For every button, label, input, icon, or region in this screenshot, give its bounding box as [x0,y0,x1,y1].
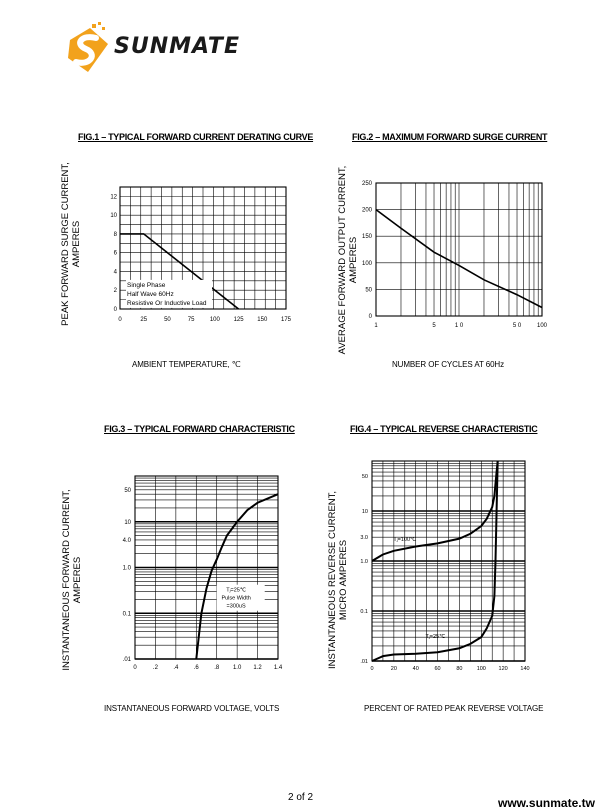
x-tick-label: 80 [456,666,462,670]
y-tick-label: 4.0 [123,538,132,544]
y-tick-label: 250 [362,181,373,187]
y-tick-label: 10 [124,520,131,526]
x-tick-label: 5 [432,323,436,329]
y-tick-label: 6 [114,251,118,257]
x-tick-label: 25 [140,317,147,323]
page-number: 2 of 2 [288,792,314,803]
company-logo: SUNMATE [62,22,262,82]
x-tick-label: 1.2 [253,665,262,670]
y-tick-label: .01 [123,657,132,663]
x-tick-label: 60 [435,666,441,670]
x-tick-label: 5 0 [513,323,522,329]
x-tick-label: .6 [194,665,200,670]
x-tick-label: 1 [374,323,378,329]
x-tick-label: 100 [477,666,486,670]
plot-frame [375,182,543,317]
x-tick-label: 150 [257,317,268,323]
y-tick-label: 50 [362,474,368,480]
y-tick-label: 4 [114,269,118,275]
x-tick-label: 100 [537,323,548,329]
x-tick-label: 50 [164,317,171,323]
y-tick-label: 0 [114,307,118,313]
x-tick-label: 125 [234,317,245,323]
x-tick-label: 0 [133,665,137,670]
y-tick-label: .01 [360,659,368,665]
y-tick-label: 50 [124,488,131,494]
y-tick-label: 0 [369,314,373,320]
y-tick-label: 0.1 [123,611,132,617]
y-tick-label: 8 [114,232,118,238]
plot-frame [134,475,279,660]
annotation-text: Resistive Or Inductive Load [127,300,207,307]
annotation-text: Tⱼ=25℃ [226,588,247,594]
fig3-ylabel: INSTANTANEOUS FORWARD CURRENT, AMPERES [61,489,83,671]
series-line [375,208,543,309]
fig3-xlabel: INSTANTANEOUS FORWARD VOLTAGE, VOLTS [104,704,280,713]
y-tick-label: 1.0 [360,559,368,565]
fig4-chart: 0 20 40 60 80 100 120 140 .01 0.1 1.0 3.0 10 50 Tⱼ=100… [360,460,530,670]
x-tick-label: 75 [188,317,195,323]
fig1-chart: 0 25 50 75 100 125 150 175 0 2 4 6 8 10 12 Single Phase… [110,186,292,323]
x-tick-label: 100 [210,317,221,323]
series-line [371,460,499,562]
y-tick-label: 3.0 [360,535,368,541]
annotation-text: Pulse Width [221,596,250,602]
y-tick-label: 10 [110,213,117,219]
x-tick-label: 175 [281,317,292,323]
series-line [195,493,279,660]
series-line [371,460,499,662]
x-tick-label: 1.4 [274,665,283,670]
fig1-title: FIG.1 – TYPICAL FORWARD CURRENT DERATING… [78,132,314,142]
x-tick-label: .2 [153,665,159,670]
y-tick-label: 2 [114,288,118,294]
x-tick-label: 0 [370,666,373,670]
logo-icon [68,22,108,72]
annotation-bg [216,584,265,611]
y-tick-label: 50 [365,287,372,293]
fig4-xlabel: PERCENT OF RATED PEAK REVERSE VOLTAGE [364,704,544,713]
x-tick-label: 120 [499,666,508,670]
fig1-xlabel: AMBIENT TEMPERATURE, ℃ [132,360,241,369]
y-tick-label: 200 [362,208,373,214]
fig4-title: FIG.4 – TYPICAL REVERSE CHARACTERISTIC [350,424,538,434]
y-tick-label: 0.1 [360,609,368,615]
y-tick-label: 1.0 [123,566,132,572]
y-tick-label: 12 [110,194,117,200]
fig3-title: FIG.3 – TYPICAL FORWARD CHARACTERISTIC [104,424,295,434]
y-tick-label: 150 [362,234,373,240]
annotation-text: Single Phase [127,282,166,289]
fig4-ylabel: INSTANTANEOUS REVERSE CURRENT, MICRO AMPE… [327,490,349,670]
fig3-chart: 0 .2 .4 .6 .8 1.0 1.2 1.4 .01 0.1 1.0 4.0 10 50 Tⱼ=25℃… [123,475,283,670]
x-tick-label: .8 [214,665,220,670]
x-tick-label: 140 [520,666,529,670]
x-tick-label: 20 [391,666,397,670]
plot-frame [119,186,287,310]
series-label: Tⱼ=100℃ [393,537,417,543]
annotation-text: Half Wave 60Hz [127,291,174,298]
fig2-xlabel: NUMBER OF CYCLES AT 60Hz [392,360,504,369]
x-tick-label: 1.0 [233,665,242,670]
x-tick-label: .4 [173,665,179,670]
fig2-title: FIG.2 – MAXIMUM FORWARD SURGE CURRENT [352,132,548,142]
x-tick-label: 40 [413,666,419,670]
fig1-ylabel: PEAK FORWARD SURGE CURRENT, AMPERES [60,162,82,326]
y-tick-label: 10 [362,509,368,515]
y-tick-label: 100 [362,261,373,267]
x-tick-label: 1 0 [455,323,464,329]
annotation-bg [126,279,212,308]
logo-text: SUNMATE [114,34,240,59]
website-link[interactable]: www.sunmate.tw [498,796,595,810]
annotation-text: =300uS [227,604,246,610]
x-tick-label: 0 [118,317,122,323]
series-label: Tⱼ=25℃ [425,634,446,640]
